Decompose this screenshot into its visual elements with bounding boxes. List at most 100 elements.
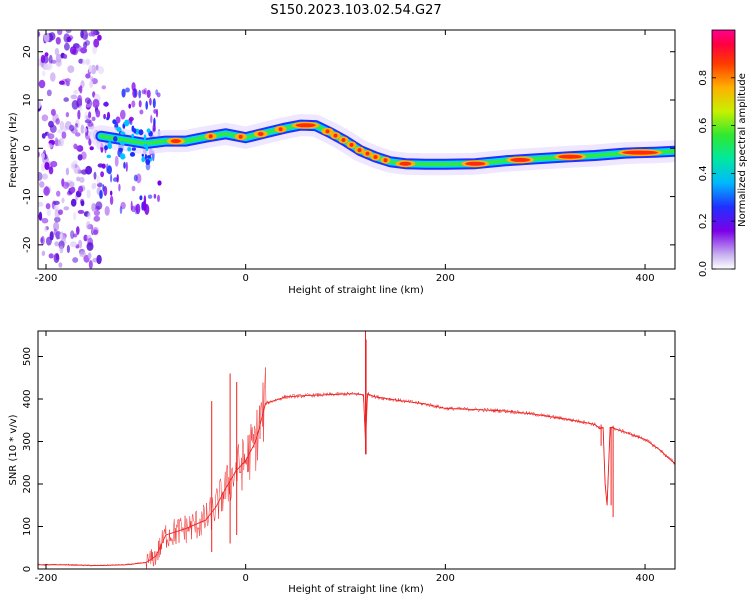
noise-blob [63,206,70,211]
noise-blob [38,98,42,109]
transition-speckle [145,147,149,152]
noise-blob [79,251,86,258]
transition-blob [106,163,109,173]
colorbar-tick-label: 0.6 [698,118,709,134]
noise-blob [70,230,75,240]
noise-blob [57,129,64,134]
transition-speckle [143,143,149,148]
colorbar-gradient [712,30,735,269]
noise-blob [70,162,76,170]
x-tick-label: 400 [636,273,655,284]
noise-blob [65,112,70,118]
noise-blob [44,162,50,170]
noise-blob [85,221,91,230]
noise-blob [41,250,46,256]
noise-blob [85,40,90,46]
x-tick-label: 0 [242,273,248,284]
ridge-hotspot-core [325,129,330,134]
transition-speckle [106,116,109,121]
y-tick-label: -10 [22,188,33,204]
ridge-hotspot-core [238,134,243,139]
noise-blob [59,245,64,254]
transition-blob [149,97,152,106]
noise-blob [77,94,83,105]
noise-blob [46,208,52,217]
snr-noise-band [38,367,675,569]
y-tick-label: -20 [22,237,33,253]
noise-blob [73,165,81,174]
y-tick-label: 0 [22,566,33,572]
transition-speckle [131,133,135,138]
transition-speckle [144,153,148,160]
transition-blob [101,163,106,169]
transition-blob [157,180,162,186]
transition-blob [150,114,153,124]
colorbar-frame [711,29,736,270]
y-tick-label: 300 [22,432,33,451]
noise-blob [78,185,84,193]
noise-blob [93,210,100,216]
noise-blob [70,198,77,207]
transition-blob [147,194,153,199]
transition-blob [152,123,156,133]
transition-blob [131,100,136,108]
noise-blob [44,52,49,57]
transition-blob [110,173,113,183]
snr-spikes [211,331,614,552]
x-tick-label: 400 [636,573,655,584]
noise-blob [44,185,49,195]
noise-blob [76,45,82,52]
noise-blob [41,153,45,159]
noise-blob [96,175,100,185]
snr-x-ticks: -200 0 200 400 [35,331,655,584]
transition-speckle [133,128,137,134]
noise-blob [76,176,81,182]
noise-blob [59,120,65,131]
noise-blob [41,217,49,224]
transition-blob [121,88,126,98]
transition-blob [101,85,107,90]
transition-blob [146,89,151,99]
transition-blob [103,101,109,107]
noise-blob [47,143,53,149]
noise-blob [73,89,79,95]
y-tick-label: 200 [22,474,33,493]
transition-speckle [131,147,136,151]
noise-blob [95,201,103,210]
transition-blob [131,82,136,92]
ridge-hotspot-core [465,161,486,166]
transition-speckle [120,131,126,135]
transition-speckle [138,129,144,136]
noise-blob [61,197,65,203]
noise-blob [92,98,100,109]
spectrogram-frame [37,29,676,270]
transition-blob [115,116,121,124]
transition-blob [143,87,148,95]
transition-blob [128,103,131,109]
transition-speckle [119,140,126,146]
colorbar-tick-label: 0.4 [698,165,709,181]
transition-blob [123,161,126,169]
transition-speckle [104,145,108,151]
noise-blob [55,59,62,67]
transition-blob [139,109,144,115]
noise-blob [76,226,80,235]
transition-blob [120,109,126,120]
colorbar-ticks: 0.0 0.2 0.4 0.6 0.8 [698,70,735,277]
noise-blob [91,203,97,212]
transition-speckle [118,147,123,152]
noise-blob [77,109,81,120]
noise-blob [54,137,59,147]
transition-blob [99,189,103,199]
transition-blob [152,98,156,109]
noise-blob [90,30,97,37]
noise-blob [43,32,50,43]
transition-speckle [116,126,122,132]
ridge-hotspot-core [333,133,338,138]
transition-blob [138,89,142,99]
transition-blob [134,88,137,97]
noise-region [38,30,162,269]
noise-blob [49,124,57,133]
